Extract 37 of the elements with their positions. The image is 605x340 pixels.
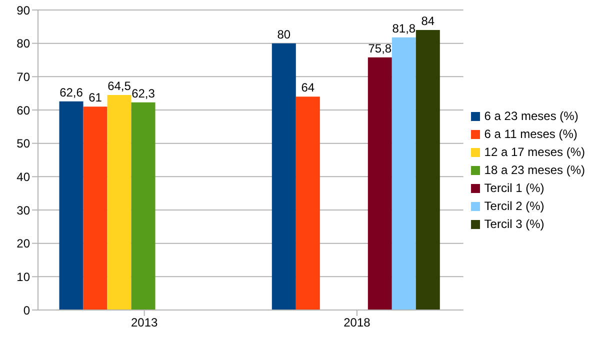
bar (368, 57, 392, 310)
data-label: 62,6 (60, 85, 84, 100)
data-label: 61 (88, 90, 102, 105)
x-tick-label: 2018 (344, 316, 371, 330)
legend-label: Tercil 1 (%) (484, 181, 544, 195)
data-label: 80 (277, 27, 291, 42)
data-label: 84 (421, 14, 435, 28)
data-label: 64,5 (108, 79, 132, 93)
bar (83, 106, 108, 310)
y-tick-label: 90 (16, 3, 30, 18)
legend-label: 12 a 17 meses (%) (484, 145, 585, 159)
data-label: 64 (301, 80, 315, 95)
y-tick-label: 80 (16, 36, 30, 51)
bar (59, 101, 84, 310)
bar (416, 30, 440, 310)
bar (296, 96, 320, 310)
data-label: 75,8 (368, 41, 392, 56)
y-tick-label: 50 (16, 136, 30, 151)
y-tick-label: 0 (23, 303, 30, 318)
bar (131, 102, 156, 310)
data-label: 81,8 (392, 21, 416, 36)
bar (107, 95, 132, 310)
legend-label: 6 a 11 meses (%) (484, 127, 578, 141)
y-tick-label: 20 (16, 236, 30, 251)
legend-label: 6 a 23 meses (%) (484, 109, 578, 123)
legend-label: 18 a 23 meses (%) (484, 163, 585, 177)
bar (392, 37, 416, 310)
bar (272, 43, 296, 310)
y-tick-label: 30 (16, 203, 30, 218)
legend-label: Tercil 2 (%) (484, 199, 544, 213)
data-label: 62,3 (132, 86, 156, 100)
y-tick-label: 40 (16, 170, 30, 184)
x-tick-label: 2013 (130, 316, 158, 330)
y-tick-label: 60 (16, 103, 30, 118)
y-tick-label: 70 (16, 70, 30, 84)
y-tick-label: 10 (16, 270, 30, 284)
legend-label: Tercil 3 (%) (484, 217, 544, 231)
